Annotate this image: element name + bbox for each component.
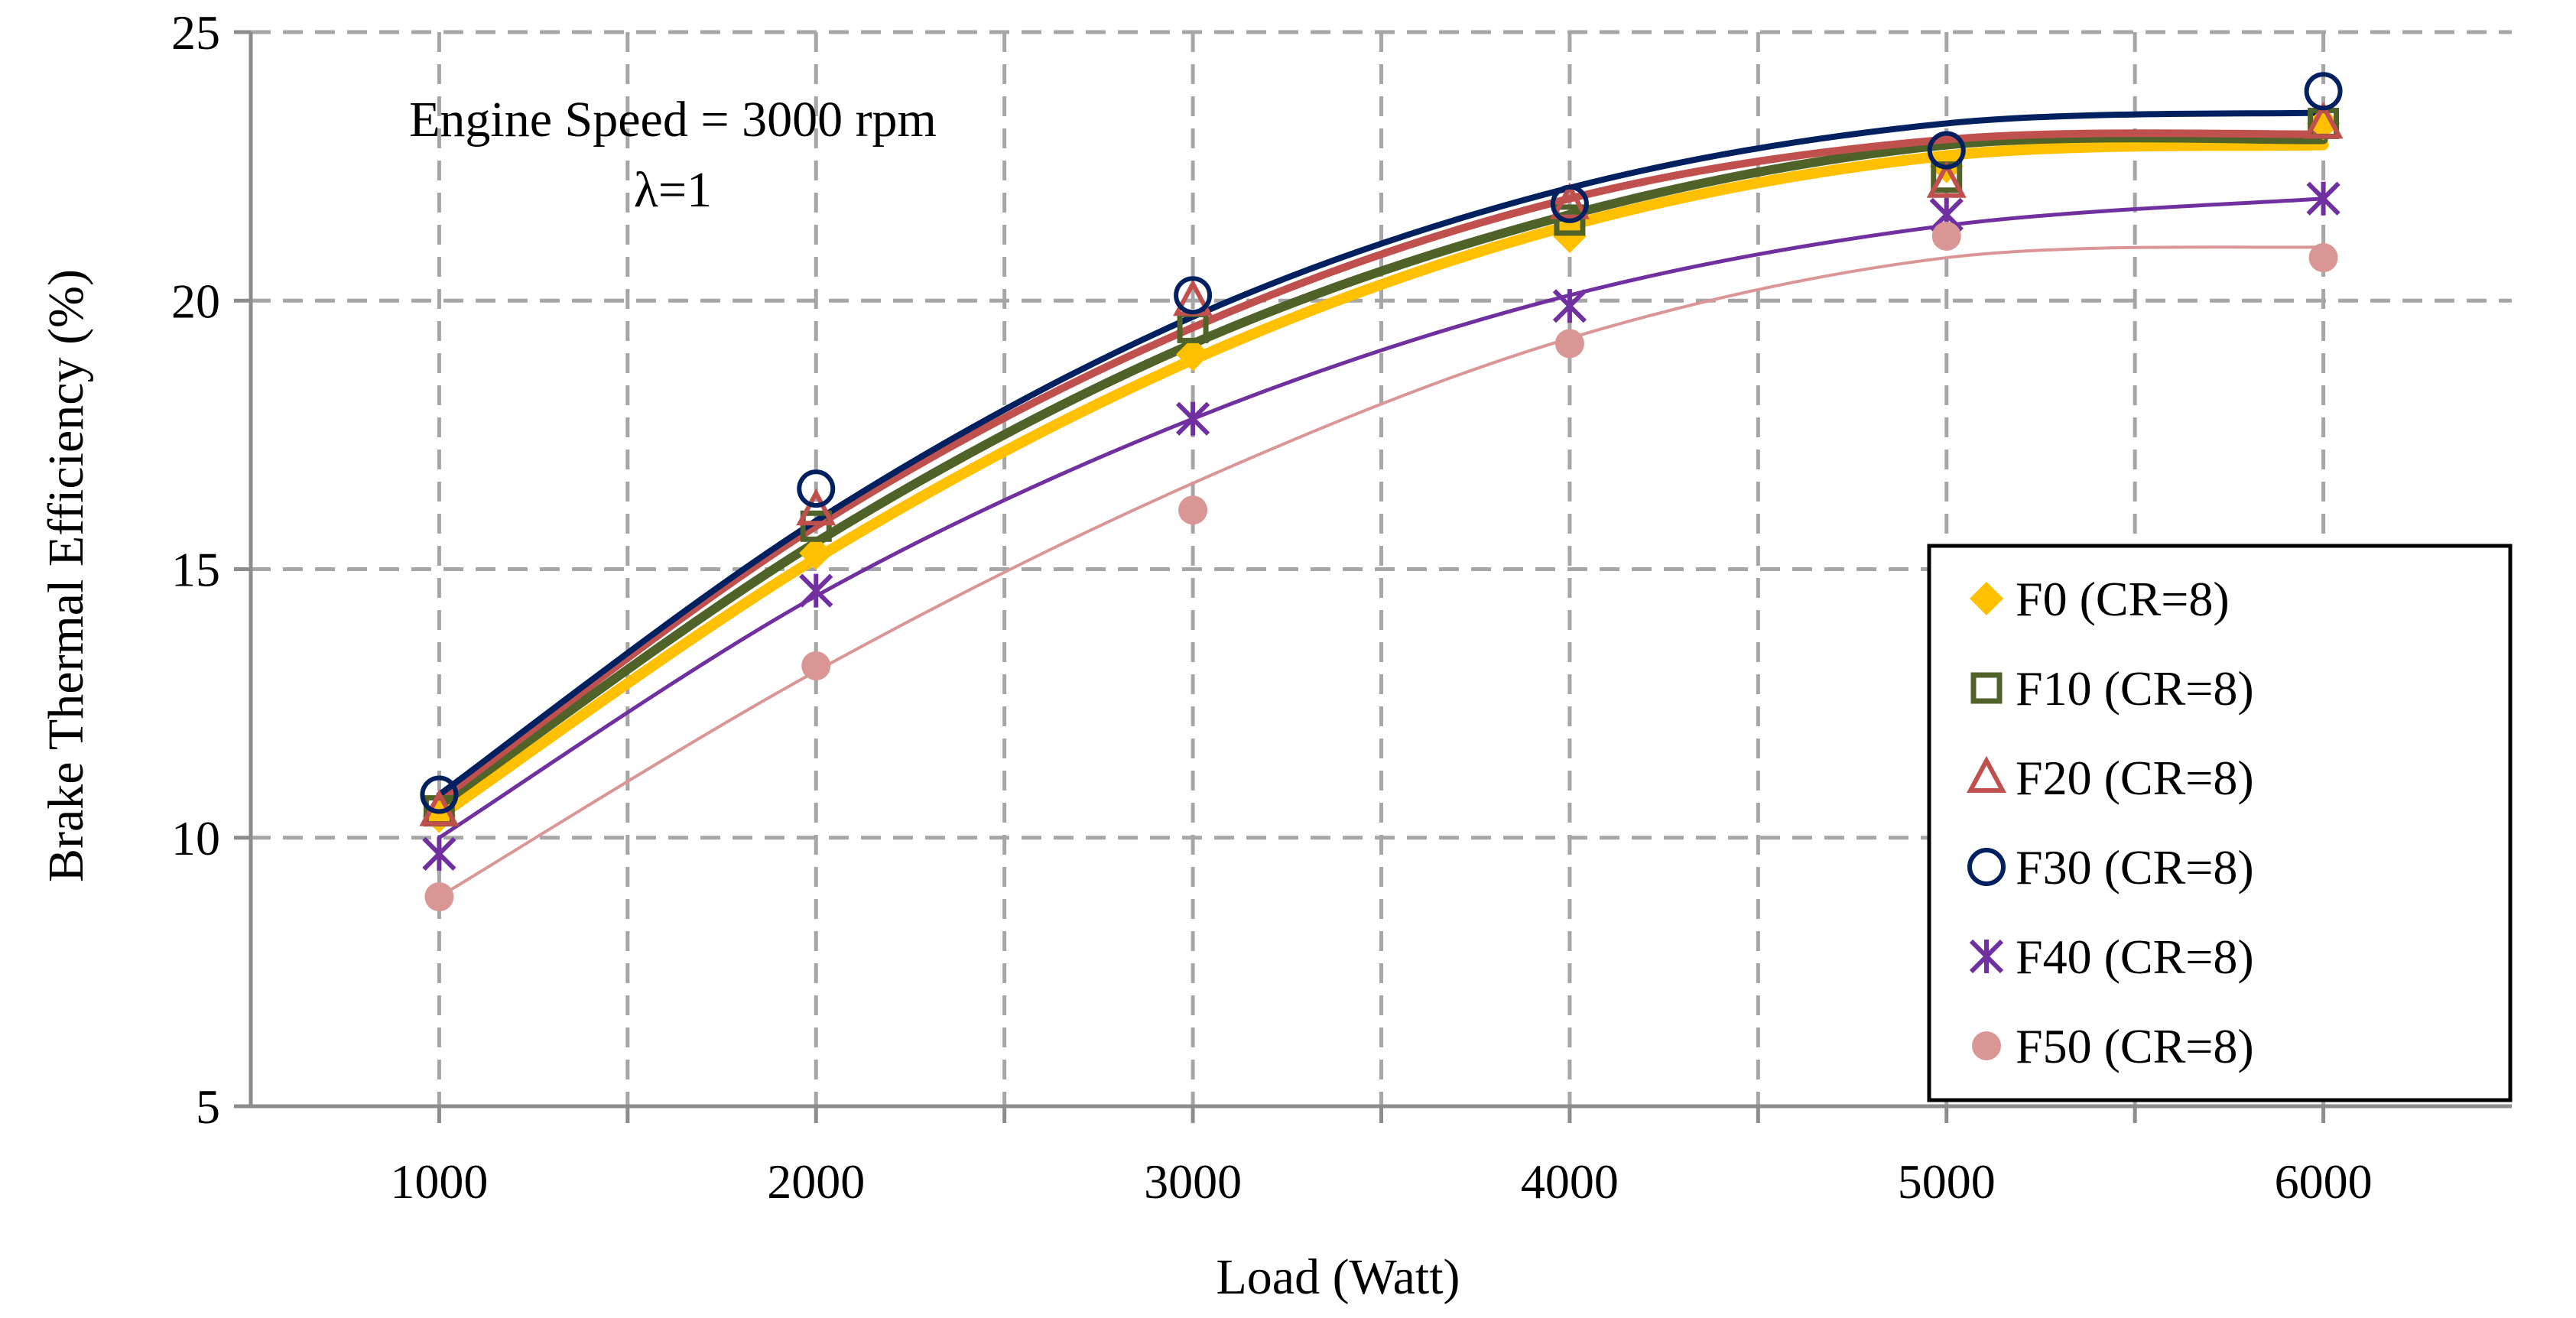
trend-line-series-2 — [435, 129, 2327, 804]
trend-line-series-5 — [437, 245, 2325, 899]
x-tick-label: 1000 — [390, 1154, 488, 1209]
data-markers — [419, 72, 2344, 912]
legend-box — [1927, 544, 2513, 1102]
data-point-series-5 — [2308, 243, 2338, 273]
legend-label-series-3: F30 (CR=8) — [2016, 840, 2254, 894]
y-axis-title: Brake Thermal Efficiency (%) — [38, 269, 94, 882]
y-tick-label: 15 — [171, 543, 220, 597]
x-tick-label: 4000 — [1521, 1154, 1619, 1209]
legend-marker-series-4 — [1969, 939, 2004, 974]
data-point-series-3 — [1174, 276, 1213, 315]
data-point-series-3 — [797, 469, 836, 508]
data-point-series-0 — [799, 536, 833, 570]
data-point-series-1 — [800, 510, 832, 542]
data-point-series-0 — [1552, 219, 1587, 253]
annotation-lambda: λ=1 — [634, 162, 712, 218]
data-point-series-0 — [2306, 106, 2340, 141]
y-tick-label: 20 — [171, 274, 220, 328]
data-point-series-5 — [424, 882, 454, 912]
annotation-engine-speed: Engine Speed = 3000 rpm — [409, 92, 937, 148]
axes — [234, 30, 2512, 1123]
legend-marker-series-3 — [1967, 848, 2006, 886]
data-point-series-3 — [1927, 131, 1966, 170]
x-tick-label: 6000 — [2275, 1154, 2373, 1209]
data-point-series-2 — [1926, 161, 1967, 198]
markers-series-4 — [422, 181, 2340, 871]
trend-line-series-3 — [436, 109, 2327, 798]
legend-label-series-2: F20 (CR=8) — [2016, 751, 2254, 805]
legend-marker-series-5 — [1972, 1031, 2001, 1060]
y-tick-label: 5 — [196, 1079, 220, 1134]
data-point-series-3 — [1550, 184, 1589, 223]
tick-labels: 5 10 15 20 25 1000 2000 3000 4000 5000 6000 — [171, 5, 2373, 1209]
data-point-series-4 — [1175, 401, 1210, 436]
data-point-series-4 — [2306, 181, 2340, 216]
x-tick-label: 2000 — [767, 1154, 865, 1209]
data-point-series-4 — [799, 573, 833, 608]
x-tick-label: 3000 — [1144, 1154, 1242, 1209]
data-point-series-4 — [1552, 289, 1587, 323]
data-point-series-3 — [420, 775, 459, 814]
trend-line-series-1 — [434, 133, 2328, 810]
data-point-series-3 — [2304, 72, 2343, 111]
legend-label-series-4: F40 (CR=8) — [2016, 930, 2254, 984]
trend-lines — [434, 109, 2329, 899]
markers-series-5 — [424, 221, 2338, 912]
data-point-series-5 — [801, 651, 831, 680]
data-point-series-5 — [1178, 495, 1208, 525]
legend-marker-series-1 — [1970, 672, 2003, 704]
x-tick-label: 5000 — [1898, 1154, 1996, 1209]
legend: F0 (CR=8) F10 (CR=8) F20 (CR=8) F30 (CR=8) F… — [1927, 544, 2513, 1102]
data-point-series-0 — [1176, 337, 1210, 372]
x-axis-title: Load (Watt) — [1216, 1249, 1460, 1305]
legend-marker-series-2 — [1966, 755, 2007, 793]
data-point-series-2 — [2303, 102, 2344, 139]
legend-label-series-1: F10 (CR=8) — [2016, 661, 2254, 716]
legend-label-series-0: F0 (CR=8) — [2016, 572, 2230, 626]
markers-series-3 — [420, 72, 2343, 814]
legend-marker-series-0 — [1970, 582, 2003, 615]
data-point-series-2 — [1549, 182, 1590, 219]
data-point-series-1 — [1554, 204, 1586, 236]
legend-label-series-5: F50 (CR=8) — [2016, 1019, 2254, 1073]
trend-line-series-4 — [437, 196, 2326, 840]
legend-items: F0 (CR=8) F10 (CR=8) F20 (CR=8) F30 (CR=8) F… — [1966, 572, 2254, 1073]
trend-line-series-0 — [434, 139, 2329, 822]
data-point-series-5 — [1554, 329, 1584, 359]
y-tick-label: 10 — [171, 811, 220, 865]
data-point-series-4 — [422, 836, 456, 871]
data-point-series-5 — [1931, 221, 1961, 251]
data-point-series-2 — [796, 488, 836, 526]
y-tick-label: 25 — [171, 5, 220, 60]
